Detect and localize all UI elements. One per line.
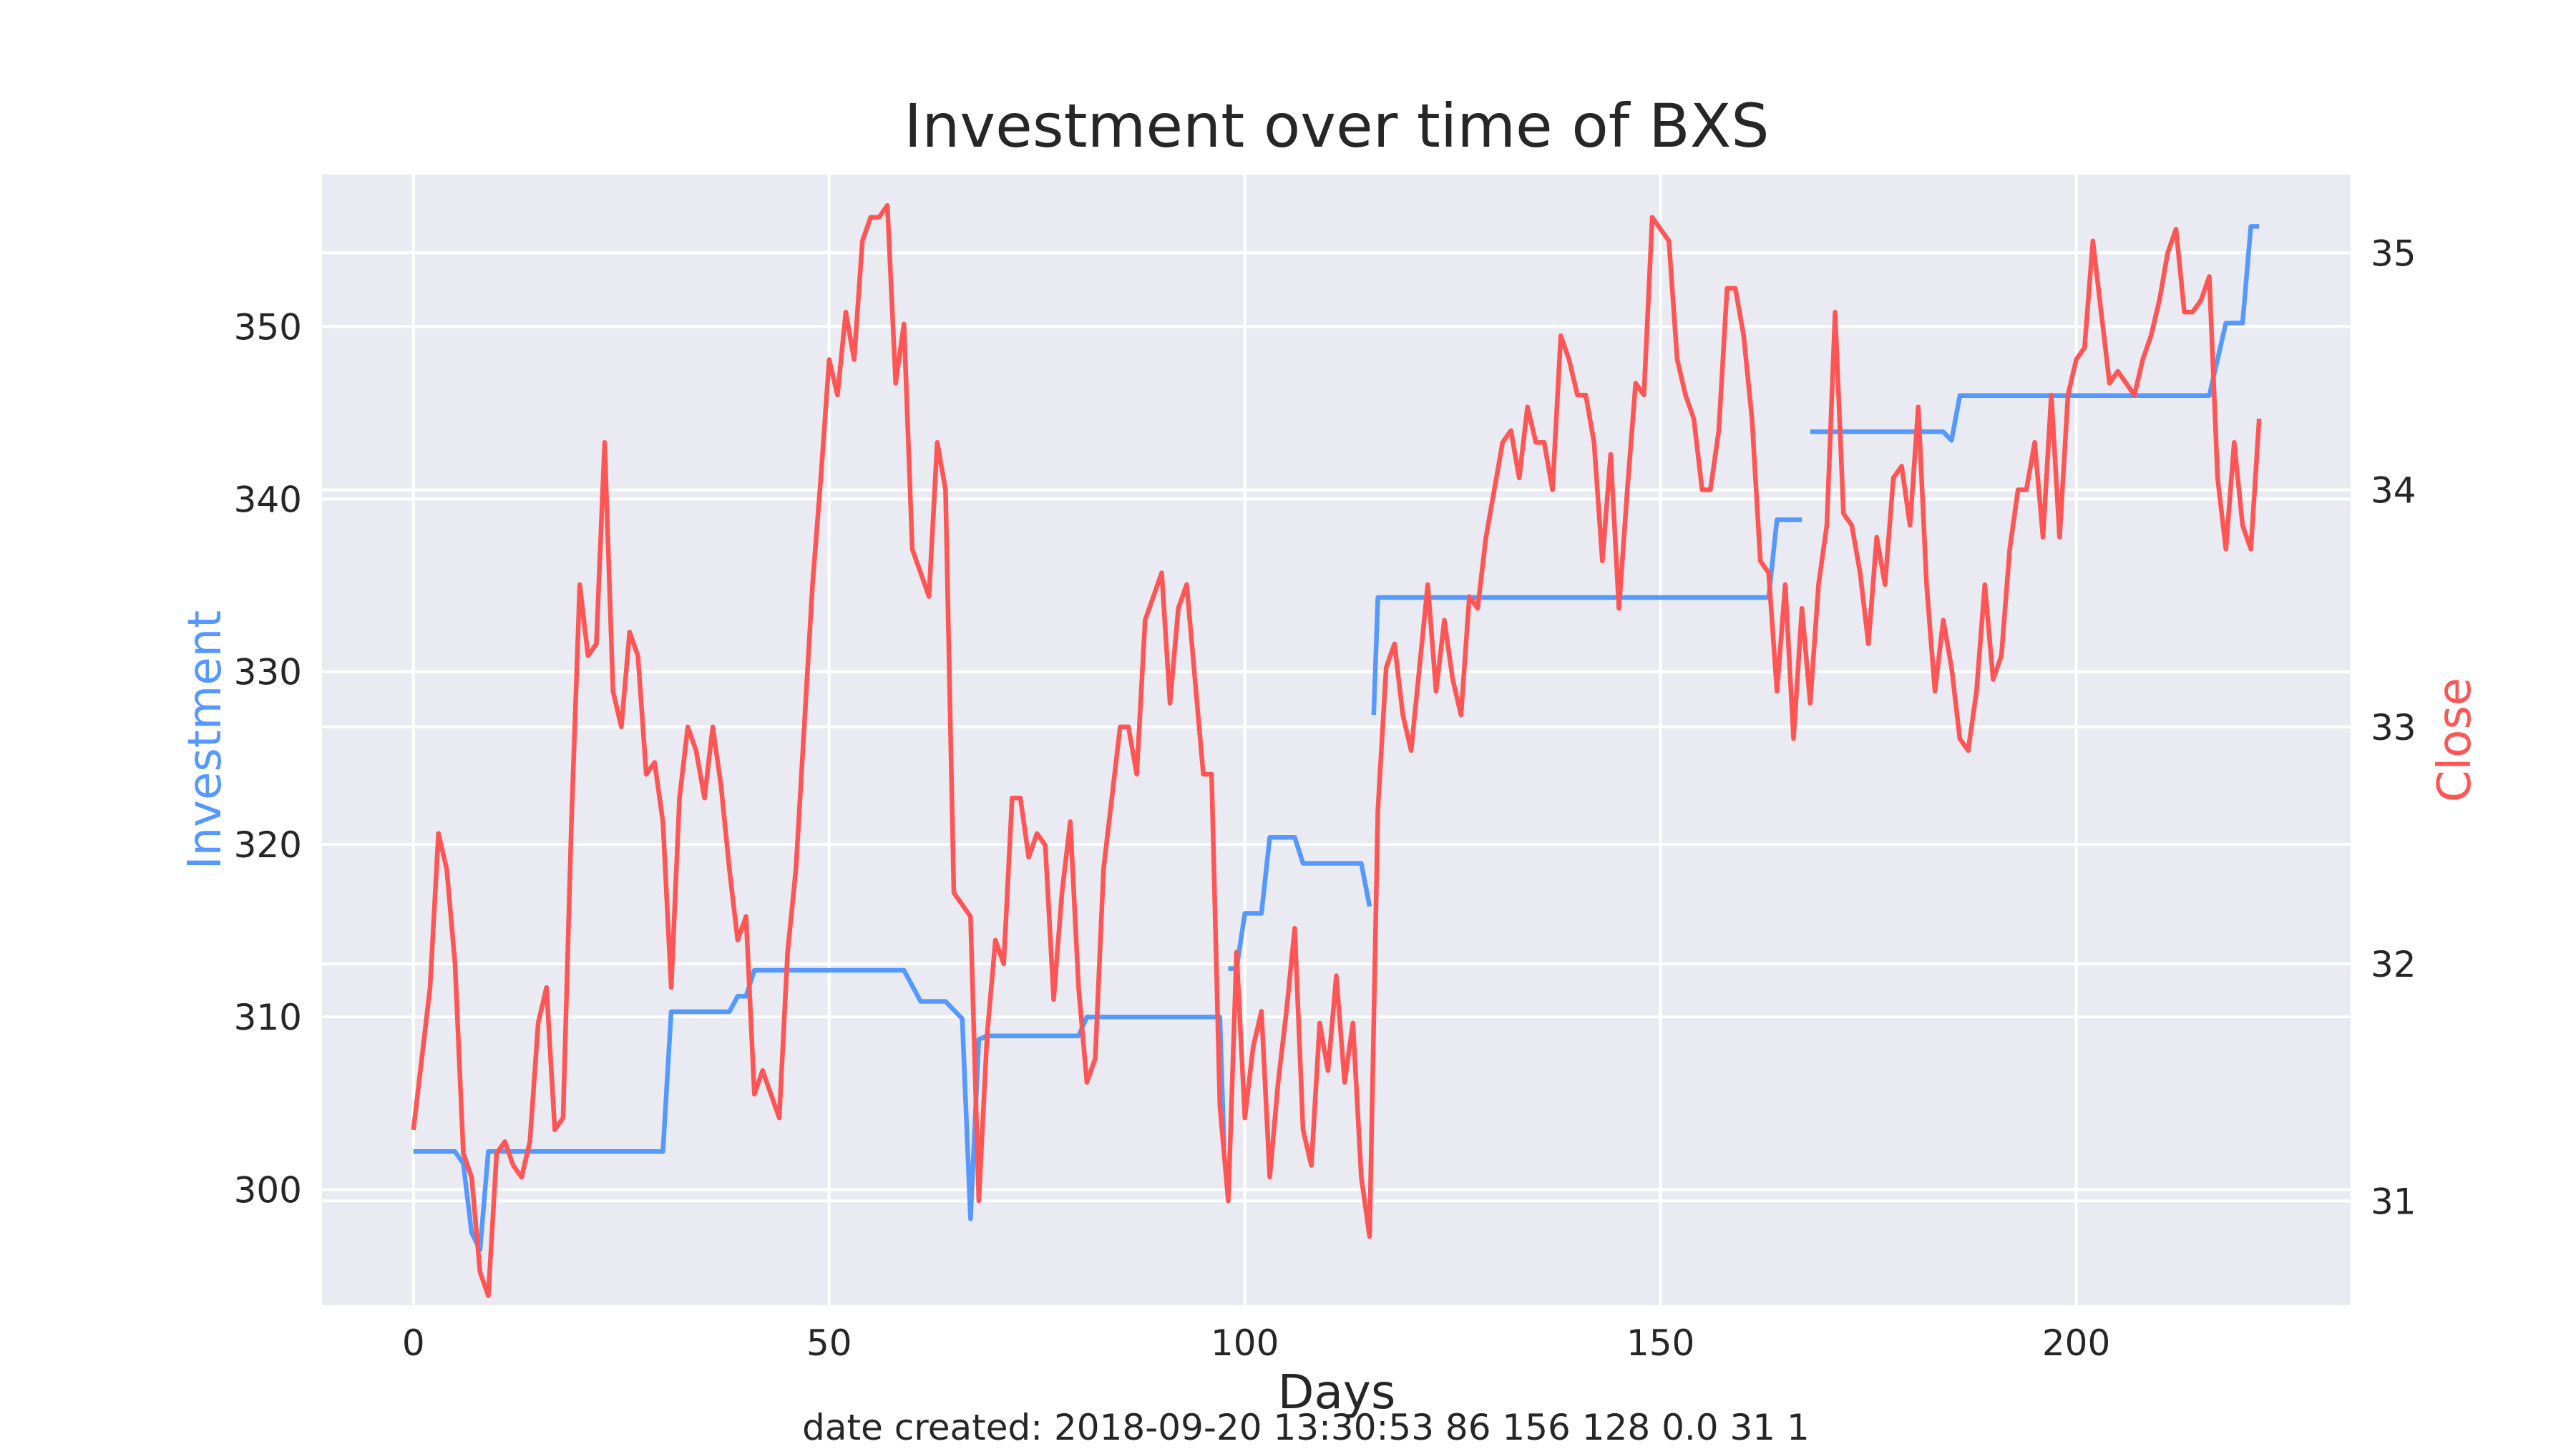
grid-right [322,251,2351,1203]
x-tick-label: 150 [1626,1322,1694,1364]
y-tick-label-right: 33 [2371,707,2416,748]
y-axis-label-left: Investment [179,610,232,870]
y-tick-label-right: 32 [2371,944,2416,985]
y-tick-label-left: 320 [234,824,302,866]
y-axis-label-right: Close [2429,678,2482,802]
plot-background [322,175,2351,1305]
grid-left [322,325,2351,1191]
x-axis-label: Days [1278,1365,1396,1420]
y-tick-label-left: 310 [234,997,302,1038]
x-tick-label: 50 [806,1322,852,1364]
y-tick-label-left: 330 [234,652,302,693]
y-tick-label-right: 31 [2371,1181,2416,1222]
y-tick-label-right: 34 [2371,470,2416,512]
chart-title: Investment over time of BXS [904,91,1769,161]
footer-caption: date created: 2018-09-20 13:30:53 86 156… [802,1407,1810,1448]
y-tick-label-left: 350 [234,306,302,348]
series-layer [411,203,2262,1299]
series-close [411,203,2262,1299]
series-line-close [411,203,2262,1299]
series-line-investment [413,224,2260,1253]
y-tick-label-right: 35 [2371,233,2416,274]
x-tick-label: 100 [1211,1322,1279,1364]
y-tick-label-left: 340 [234,479,302,520]
y-tick-label-left: 300 [234,1169,302,1211]
x-tick-label: 0 [402,1322,425,1364]
series-investment [413,224,2260,1253]
x-tick-label: 200 [2042,1322,2110,1364]
